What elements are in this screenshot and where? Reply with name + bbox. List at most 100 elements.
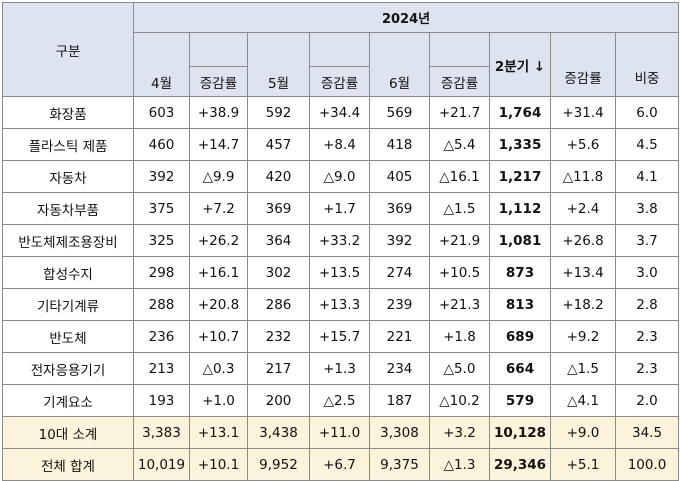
quarter-growth: +31.4 bbox=[550, 96, 616, 129]
quarter-value: 1,335 bbox=[489, 128, 551, 161]
april-growth: +10.7 bbox=[189, 320, 248, 353]
april-value: 392 bbox=[133, 160, 190, 193]
june-growth: +10.5 bbox=[429, 256, 490, 289]
quarter-header[interactable]: 2분기 ↓ bbox=[489, 32, 551, 97]
may-growth: +1.3 bbox=[309, 352, 370, 385]
share-value: 2.3 bbox=[614, 352, 680, 385]
quarter-growth: +13.4 bbox=[550, 256, 616, 289]
year-header: 2024년 bbox=[132, 2, 680, 33]
share-header: 비중 bbox=[614, 66, 680, 97]
june-growth: △1.5 bbox=[429, 192, 490, 225]
april-growth: +38.9 bbox=[189, 96, 248, 129]
summary-row: 전체 합계 10,019 +10.1 9,952 +6.7 9,375 △1.3 29,346… bbox=[2, 448, 680, 481]
may-growth: +11.0 bbox=[309, 416, 370, 449]
april-growth: △0.3 bbox=[189, 352, 248, 385]
quarter-growth: +5.1 bbox=[550, 448, 616, 481]
may-value: 457 bbox=[247, 128, 310, 161]
category-header: 구분 bbox=[2, 2, 134, 97]
june-value: 221 bbox=[369, 320, 430, 353]
june-value: 369 bbox=[369, 192, 430, 225]
table-row: 반도체제조용장비 325 +26.2 364 +33.2 392 +21.9 1,081 +26… bbox=[2, 224, 680, 257]
share-value: 6.0 bbox=[614, 96, 680, 129]
june-growth: +21.7 bbox=[429, 96, 490, 129]
may-growth: +8.4 bbox=[309, 128, 370, 161]
june-growth: +21.3 bbox=[429, 288, 490, 321]
quarter-value: 1,764 bbox=[489, 96, 551, 129]
june-value: 418 bbox=[369, 128, 430, 161]
quarter-value: 689 bbox=[489, 320, 551, 353]
june-value: 569 bbox=[369, 96, 430, 129]
table-row: 합성수지 298 +16.1 302 +13.5 274 +10.5 873 +13.4 3.0 bbox=[2, 256, 680, 289]
may-growth: △2.5 bbox=[309, 384, 370, 417]
april-value: 603 bbox=[133, 96, 190, 129]
may-growth: +33.2 bbox=[309, 224, 370, 257]
quarter-value: 664 bbox=[489, 352, 551, 385]
item-name: 기타기계류 bbox=[2, 288, 134, 321]
may-value: 364 bbox=[247, 224, 310, 257]
june-value: 3,308 bbox=[369, 416, 430, 449]
share-value: 4.1 bbox=[614, 160, 680, 193]
table-row: 반도체 236 +10.7 232 +15.7 221 +1.8 689 +9.2 2.3 bbox=[2, 320, 680, 353]
june-value: 405 bbox=[369, 160, 430, 193]
quarter-growth: +9.0 bbox=[550, 416, 616, 449]
quarter-value: 10,128 bbox=[489, 416, 551, 449]
growth-header-4: 증감률 bbox=[189, 66, 248, 97]
april-value: 236 bbox=[133, 320, 190, 353]
growth-header-6: 증감률 bbox=[429, 66, 490, 97]
april-growth: +1.0 bbox=[189, 384, 248, 417]
may-growth: +13.3 bbox=[309, 288, 370, 321]
june-value: 274 bbox=[369, 256, 430, 289]
april-growth: +13.1 bbox=[189, 416, 248, 449]
may-growth: +15.7 bbox=[309, 320, 370, 353]
april-value: 10,019 bbox=[133, 448, 190, 481]
table-row: 화장품 603 +38.9 592 +34.4 569 +21.7 1,764 +31.4 6.0 bbox=[2, 96, 680, 129]
april-value: 288 bbox=[133, 288, 190, 321]
table-row: 기계요소 193 +1.0 200 △2.5 187 △10.2 579 △4.1 2.0 bbox=[2, 384, 680, 417]
quarter-value: 579 bbox=[489, 384, 551, 417]
june-growth: +3.2 bbox=[429, 416, 490, 449]
may-value: 200 bbox=[247, 384, 310, 417]
share-value: 100.0 bbox=[614, 448, 680, 481]
month-header-5: 5월 bbox=[247, 32, 310, 97]
june-value: 392 bbox=[369, 224, 430, 257]
share-value: 3.8 bbox=[614, 192, 680, 225]
june-growth: +1.8 bbox=[429, 320, 490, 353]
may-growth: +34.4 bbox=[309, 96, 370, 129]
quarter-value: 1,112 bbox=[489, 192, 551, 225]
table-row: 플라스틱 제품 460 +14.7 457 +8.4 418 △5.4 1,335 +5.6 4.… bbox=[2, 128, 680, 161]
may-growth: +1.7 bbox=[309, 192, 370, 225]
may-value: 420 bbox=[247, 160, 310, 193]
summary-row: 10대 소계 3,383 +13.1 3,438 +11.0 3,308 +3.2 10,12… bbox=[2, 416, 680, 449]
april-value: 460 bbox=[133, 128, 190, 161]
june-value: 9,375 bbox=[369, 448, 430, 481]
quarter-value: 813 bbox=[489, 288, 551, 321]
april-value: 298 bbox=[133, 256, 190, 289]
share-value: 2.3 bbox=[614, 320, 680, 353]
share-value: 4.5 bbox=[614, 128, 680, 161]
june-value: 239 bbox=[369, 288, 430, 321]
table-row: 자동차 392 △9.9 420 △9.0 405 △16.1 1,217 △11.8 4.1 bbox=[2, 160, 680, 193]
table-row: 전자응용기기 213 △0.3 217 +1.3 234 △5.0 664 △1.5 2.3 bbox=[2, 352, 680, 385]
april-growth: △9.9 bbox=[189, 160, 248, 193]
item-name: 자동차 bbox=[2, 160, 134, 193]
quarter-growth: +18.2 bbox=[550, 288, 616, 321]
item-name: 10대 소계 bbox=[2, 416, 134, 449]
share-value: 2.8 bbox=[614, 288, 680, 321]
quarter-growth: +2.4 bbox=[550, 192, 616, 225]
share-value: 3.7 bbox=[614, 224, 680, 257]
april-value: 193 bbox=[133, 384, 190, 417]
june-growth: △10.2 bbox=[429, 384, 490, 417]
may-growth: △9.0 bbox=[309, 160, 370, 193]
may-value: 9,952 bbox=[247, 448, 310, 481]
item-name: 반도체제조용장비 bbox=[2, 224, 134, 257]
april-growth: +26.2 bbox=[189, 224, 248, 257]
june-growth: △5.4 bbox=[429, 128, 490, 161]
may-value: 286 bbox=[247, 288, 310, 321]
item-name: 기계요소 bbox=[2, 384, 134, 417]
quarter-growth: △11.8 bbox=[550, 160, 616, 193]
quarter-value: 29,346 bbox=[489, 448, 551, 481]
quarter-growth: +5.6 bbox=[550, 128, 616, 161]
table-row: 자동차부품 375 +7.2 369 +1.7 369 △1.5 1,112 +2.4 3.8 bbox=[2, 192, 680, 225]
quarter-growth: △4.1 bbox=[550, 384, 616, 417]
